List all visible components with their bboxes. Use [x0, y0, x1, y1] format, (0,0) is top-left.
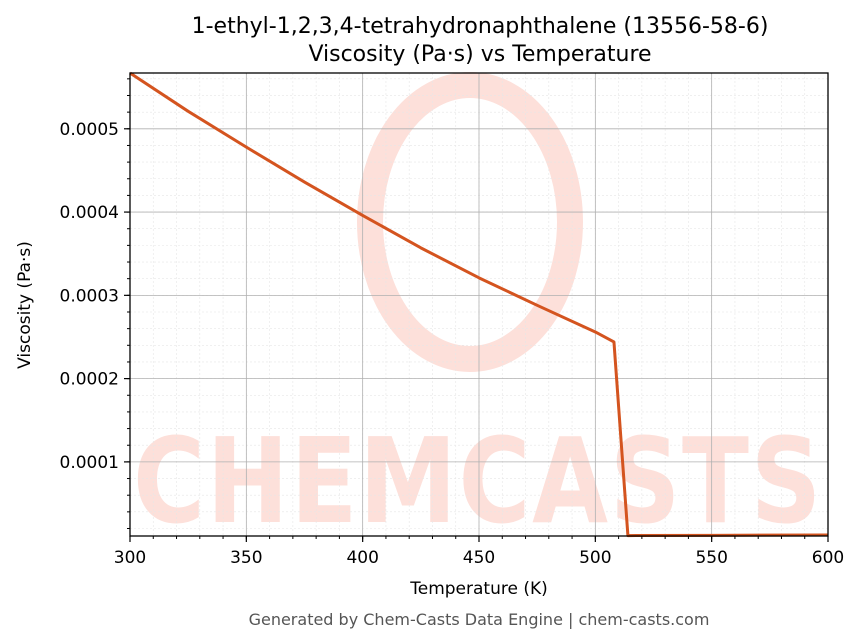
chart-title-line2: Viscosity (Pa·s) vs Temperature — [308, 42, 651, 67]
x-axis-label: Temperature (K) — [409, 579, 548, 599]
y-axis: 0.0001 0.0002 0.0003 0.0004 0.0005 — [60, 78, 130, 530]
y-tick-label: 0.0002 — [60, 370, 119, 390]
x-tick-label: 300 — [114, 548, 146, 568]
watermark-logo: CHEMCASTS — [133, 72, 823, 550]
y-tick-label: 0.0001 — [60, 453, 119, 473]
y-tick-label: 0.0003 — [60, 286, 119, 306]
x-tick-label: 600 — [812, 548, 844, 568]
x-tick-label: 350 — [230, 548, 262, 568]
y-tick-label: 0.0004 — [60, 203, 119, 223]
x-axis: 300 350 400 450 500 550 600 — [114, 536, 844, 568]
y-tick-label: 0.0005 — [60, 120, 119, 140]
x-tick-label: 400 — [346, 548, 378, 568]
x-tick-label: 550 — [695, 548, 727, 568]
y-axis-label: Viscosity (Pa·s) — [15, 241, 35, 369]
footer-credit: Generated by Chem-Casts Data Engine | ch… — [249, 610, 710, 629]
watermark-ring — [357, 72, 583, 372]
x-tick-label: 450 — [463, 548, 495, 568]
watermark-text: CHEMCASTS — [133, 412, 823, 550]
chart-title-line1: 1-ethyl-1,2,3,4-tetrahydronaphthalene (1… — [192, 14, 769, 39]
x-tick-label: 500 — [579, 548, 611, 568]
